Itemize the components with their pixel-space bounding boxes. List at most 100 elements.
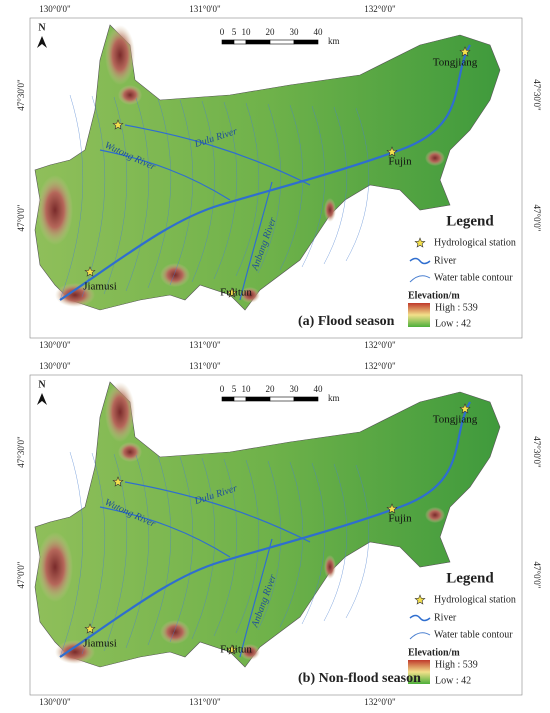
- scale-label: 5: [232, 27, 237, 37]
- station-marker: [226, 287, 238, 298]
- north-label: N: [38, 379, 46, 390]
- scale-segment: [269, 39, 295, 45]
- contour: [345, 464, 370, 619]
- river-line: [239, 538, 273, 658]
- elevation-high: [105, 25, 135, 85]
- longitude-label: 132°0'0": [364, 4, 396, 14]
- elevation-high: [324, 198, 336, 222]
- contour: [125, 97, 150, 292]
- elevation-high: [105, 382, 135, 442]
- map-frame: [29, 17, 523, 339]
- contour: [301, 462, 326, 625]
- scale-segment: [245, 396, 271, 402]
- scale-unit: km: [328, 36, 340, 46]
- contour: [235, 459, 260, 634]
- place-label: Fujin: [388, 513, 412, 525]
- longitude-label: 131°0'0": [189, 361, 221, 371]
- panel-caption: (a) Flood season: [298, 314, 395, 329]
- legend-item: Water table contour: [434, 272, 513, 283]
- station-marker: [386, 146, 398, 157]
- scale-label: 20: [266, 384, 276, 394]
- north-arrow: [37, 36, 47, 48]
- scale-segment: [293, 39, 319, 45]
- latitude-label: 47°0'0": [16, 561, 26, 588]
- longitude-label: 130°0'0": [39, 340, 71, 350]
- scale-segment: [221, 396, 235, 402]
- contour: [103, 453, 128, 652]
- legend-item: Hydrological station: [434, 237, 516, 248]
- contour: [59, 94, 84, 301]
- elevation-high: [425, 507, 445, 523]
- elevation-title: Elevation/m: [408, 290, 460, 301]
- map-panel: 130°0'0" 130°0'0" 131°0'0" 131°0'0" 132°0'0"…: [16, 4, 542, 350]
- contour: [147, 455, 172, 646]
- map-frame: [29, 374, 523, 696]
- contour: [257, 460, 282, 631]
- contour: [125, 454, 150, 649]
- scale-segment: [233, 39, 247, 45]
- scale-label: 20: [266, 27, 276, 37]
- scale-label: 5: [232, 384, 237, 394]
- contour: [213, 101, 238, 280]
- station-marker: [459, 46, 471, 57]
- legend-item: Water table contour: [434, 629, 513, 640]
- contour: [279, 461, 304, 628]
- longitude-label: 132°0'0": [364, 340, 396, 350]
- scale-segment: [293, 396, 319, 402]
- elevation-high: High : 539: [435, 659, 478, 670]
- elevation-high: [160, 620, 190, 644]
- river-line: [239, 181, 273, 301]
- latitude-label: 47°30'0": [16, 436, 26, 468]
- panel-caption: (b) Non-flood season: [298, 671, 421, 686]
- station-marker: [84, 266, 96, 277]
- place-label: Fulitun: [220, 644, 252, 656]
- place-label: Jiamusi: [83, 281, 117, 293]
- elevation-low: Low : 42: [435, 675, 471, 686]
- longitude-label: 130°0'0": [39, 4, 71, 14]
- place-label: Tongjiang: [433, 57, 478, 69]
- latitude-label: 47°30'0": [532, 436, 542, 468]
- elevation-high: [37, 175, 73, 245]
- elevation-high: [37, 532, 73, 602]
- elevation-low: Low : 42: [435, 318, 471, 329]
- elevation-high: [160, 263, 190, 287]
- station-marker: [414, 237, 426, 248]
- scale-segment: [245, 39, 271, 45]
- latitude-label: 47°30'0": [16, 79, 26, 111]
- elevation-high: [240, 644, 260, 660]
- contour: [323, 463, 348, 622]
- longitude-label: 130°0'0": [39, 697, 71, 707]
- station-marker: [414, 594, 426, 605]
- legend-item: Hydrological station: [434, 594, 516, 605]
- north-arrow: [37, 393, 47, 405]
- scale-label: 30: [290, 384, 300, 394]
- scale-label: 10: [242, 27, 252, 37]
- legend-contour: [409, 275, 431, 283]
- river-line: [59, 44, 471, 301]
- station-marker: [226, 644, 238, 655]
- legend-title: Legend: [446, 570, 494, 586]
- contour: [279, 104, 304, 271]
- scale-label: 10: [242, 384, 252, 394]
- river-line: [124, 481, 311, 543]
- scale-unit: km: [328, 393, 340, 403]
- latitude-label: 47°0'0": [532, 205, 542, 232]
- scale-segment: [221, 39, 235, 45]
- elevation-high: [118, 442, 142, 462]
- river-line: [124, 124, 311, 186]
- longitude-label: 132°0'0": [364, 361, 396, 371]
- map-panel: 130°0'0" 130°0'0" 131°0'0" 131°0'0" 132°0'0"…: [16, 361, 542, 707]
- latitude-label: 47°0'0": [532, 562, 542, 589]
- contour: [103, 96, 128, 295]
- station-marker: [112, 119, 124, 130]
- place-label: Fulitun: [220, 287, 252, 299]
- station-marker: [386, 503, 398, 514]
- scale-label: 0: [220, 27, 225, 37]
- elevation-high: [425, 150, 445, 166]
- contour: [235, 102, 260, 277]
- latitude-label: 47°30'0": [532, 79, 542, 111]
- longitude-label: 130°0'0": [39, 361, 71, 371]
- scale-label: 30: [290, 27, 300, 37]
- scale-segment: [269, 396, 295, 402]
- legend-title: Legend: [446, 213, 494, 229]
